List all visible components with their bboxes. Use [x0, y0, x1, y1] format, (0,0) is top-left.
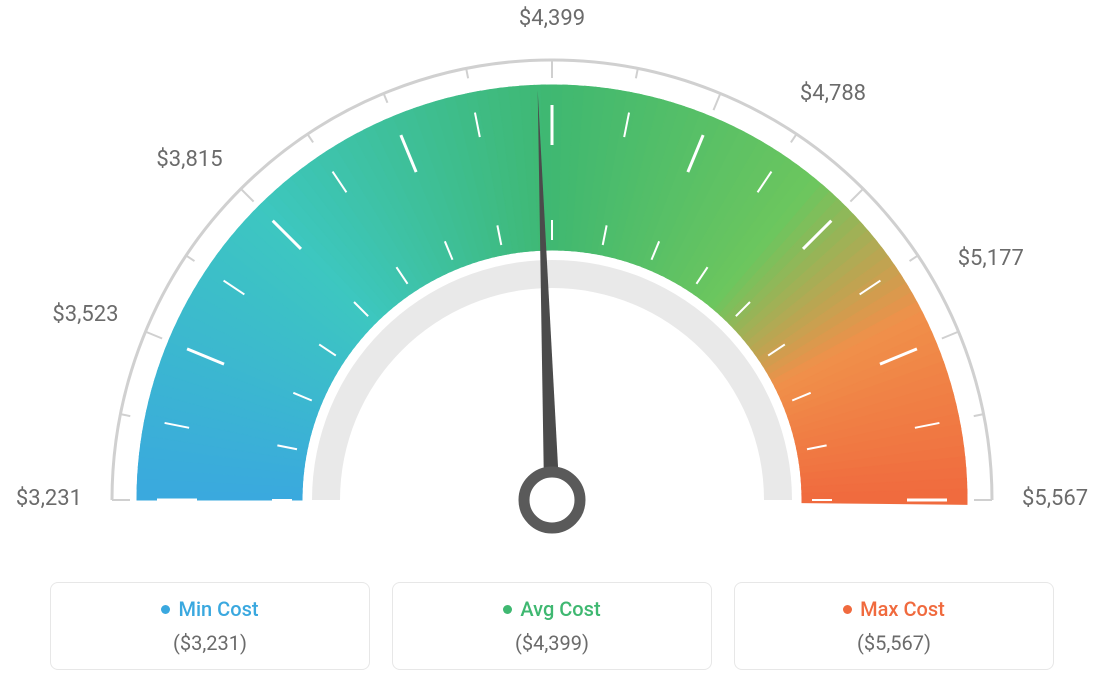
- gauge-scale-label: $5,567: [1022, 486, 1102, 511]
- min-cost-label: Min Cost: [178, 597, 258, 621]
- dot-icon: [161, 605, 170, 614]
- gauge-scale-label: $3,231: [2, 486, 82, 511]
- min-cost-title: Min Cost: [161, 597, 258, 621]
- gauge-svg: [0, 0, 1104, 555]
- max-cost-label: Max Cost: [860, 597, 945, 621]
- avg-cost-card: Avg Cost ($4,399): [392, 582, 712, 670]
- max-cost-card: Max Cost ($5,567): [734, 582, 1054, 670]
- gauge-scale-label: $4,399: [512, 6, 592, 31]
- gauge-scale-label: $4,788: [800, 81, 880, 106]
- avg-cost-title: Avg Cost: [503, 597, 600, 621]
- gauge-chart-widget: $3,231 $3,523 $3,815 $4,399 $4,788 $5,177 $5,5…: [0, 0, 1104, 690]
- dot-icon: [843, 605, 852, 614]
- gauge-area: $3,231 $3,523 $3,815 $4,399 $4,788 $5,177 $5,5…: [0, 0, 1104, 555]
- cost-cards-row: Min Cost ($3,231) Avg Cost ($4,399) Max …: [50, 582, 1054, 670]
- dot-icon: [503, 605, 512, 614]
- min-cost-value: ($3,231): [61, 631, 359, 655]
- avg-cost-label: Avg Cost: [520, 597, 600, 621]
- gauge-scale-label: $3,523: [39, 302, 119, 327]
- gauge-scale-label: $5,177: [958, 246, 1038, 271]
- max-cost-value: ($5,567): [745, 631, 1043, 655]
- max-cost-title: Max Cost: [843, 597, 945, 621]
- avg-cost-value: ($4,399): [403, 631, 701, 655]
- min-cost-card: Min Cost ($3,231): [50, 582, 370, 670]
- gauge-scale-label: $3,815: [143, 147, 223, 172]
